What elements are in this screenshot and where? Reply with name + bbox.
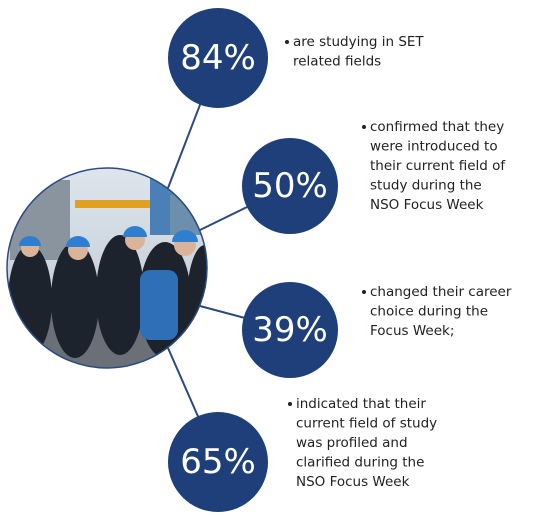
stat-text: NSO Focus Week xyxy=(296,474,410,490)
stat-text: NSO Focus Week xyxy=(370,197,484,213)
stat-text: choice during the xyxy=(370,304,488,320)
stat-value: 65% xyxy=(180,442,256,482)
bullet xyxy=(362,290,366,294)
stat-text: clarified during the xyxy=(296,455,424,471)
stat-text: are studying in SET xyxy=(293,34,424,50)
stat-text: confirmed that they xyxy=(370,119,504,135)
bullet xyxy=(288,402,292,406)
stat-text: current field of study xyxy=(296,416,437,432)
stat-text: was profiled and xyxy=(296,435,408,451)
stat-value: 84% xyxy=(180,38,256,78)
bullet xyxy=(362,125,366,129)
stat-text: changed their career xyxy=(370,284,512,300)
stat-circle xyxy=(242,138,338,234)
stat-text: Focus Week; xyxy=(370,323,454,339)
stat-value: 50% xyxy=(252,166,328,206)
stat-text: related fields xyxy=(293,54,381,70)
stat-circle xyxy=(168,412,268,512)
stat-circle xyxy=(168,8,268,108)
stat-text: were introduced to xyxy=(370,139,498,155)
stat-text: indicated that their xyxy=(296,396,426,412)
stat-circle xyxy=(242,282,338,378)
stat-value: 39% xyxy=(252,310,328,350)
stat-text: study during the xyxy=(370,178,482,194)
stat-text: their current field of xyxy=(370,158,506,174)
photo xyxy=(7,168,207,368)
bullet xyxy=(285,40,289,44)
photo-ring xyxy=(6,167,208,369)
